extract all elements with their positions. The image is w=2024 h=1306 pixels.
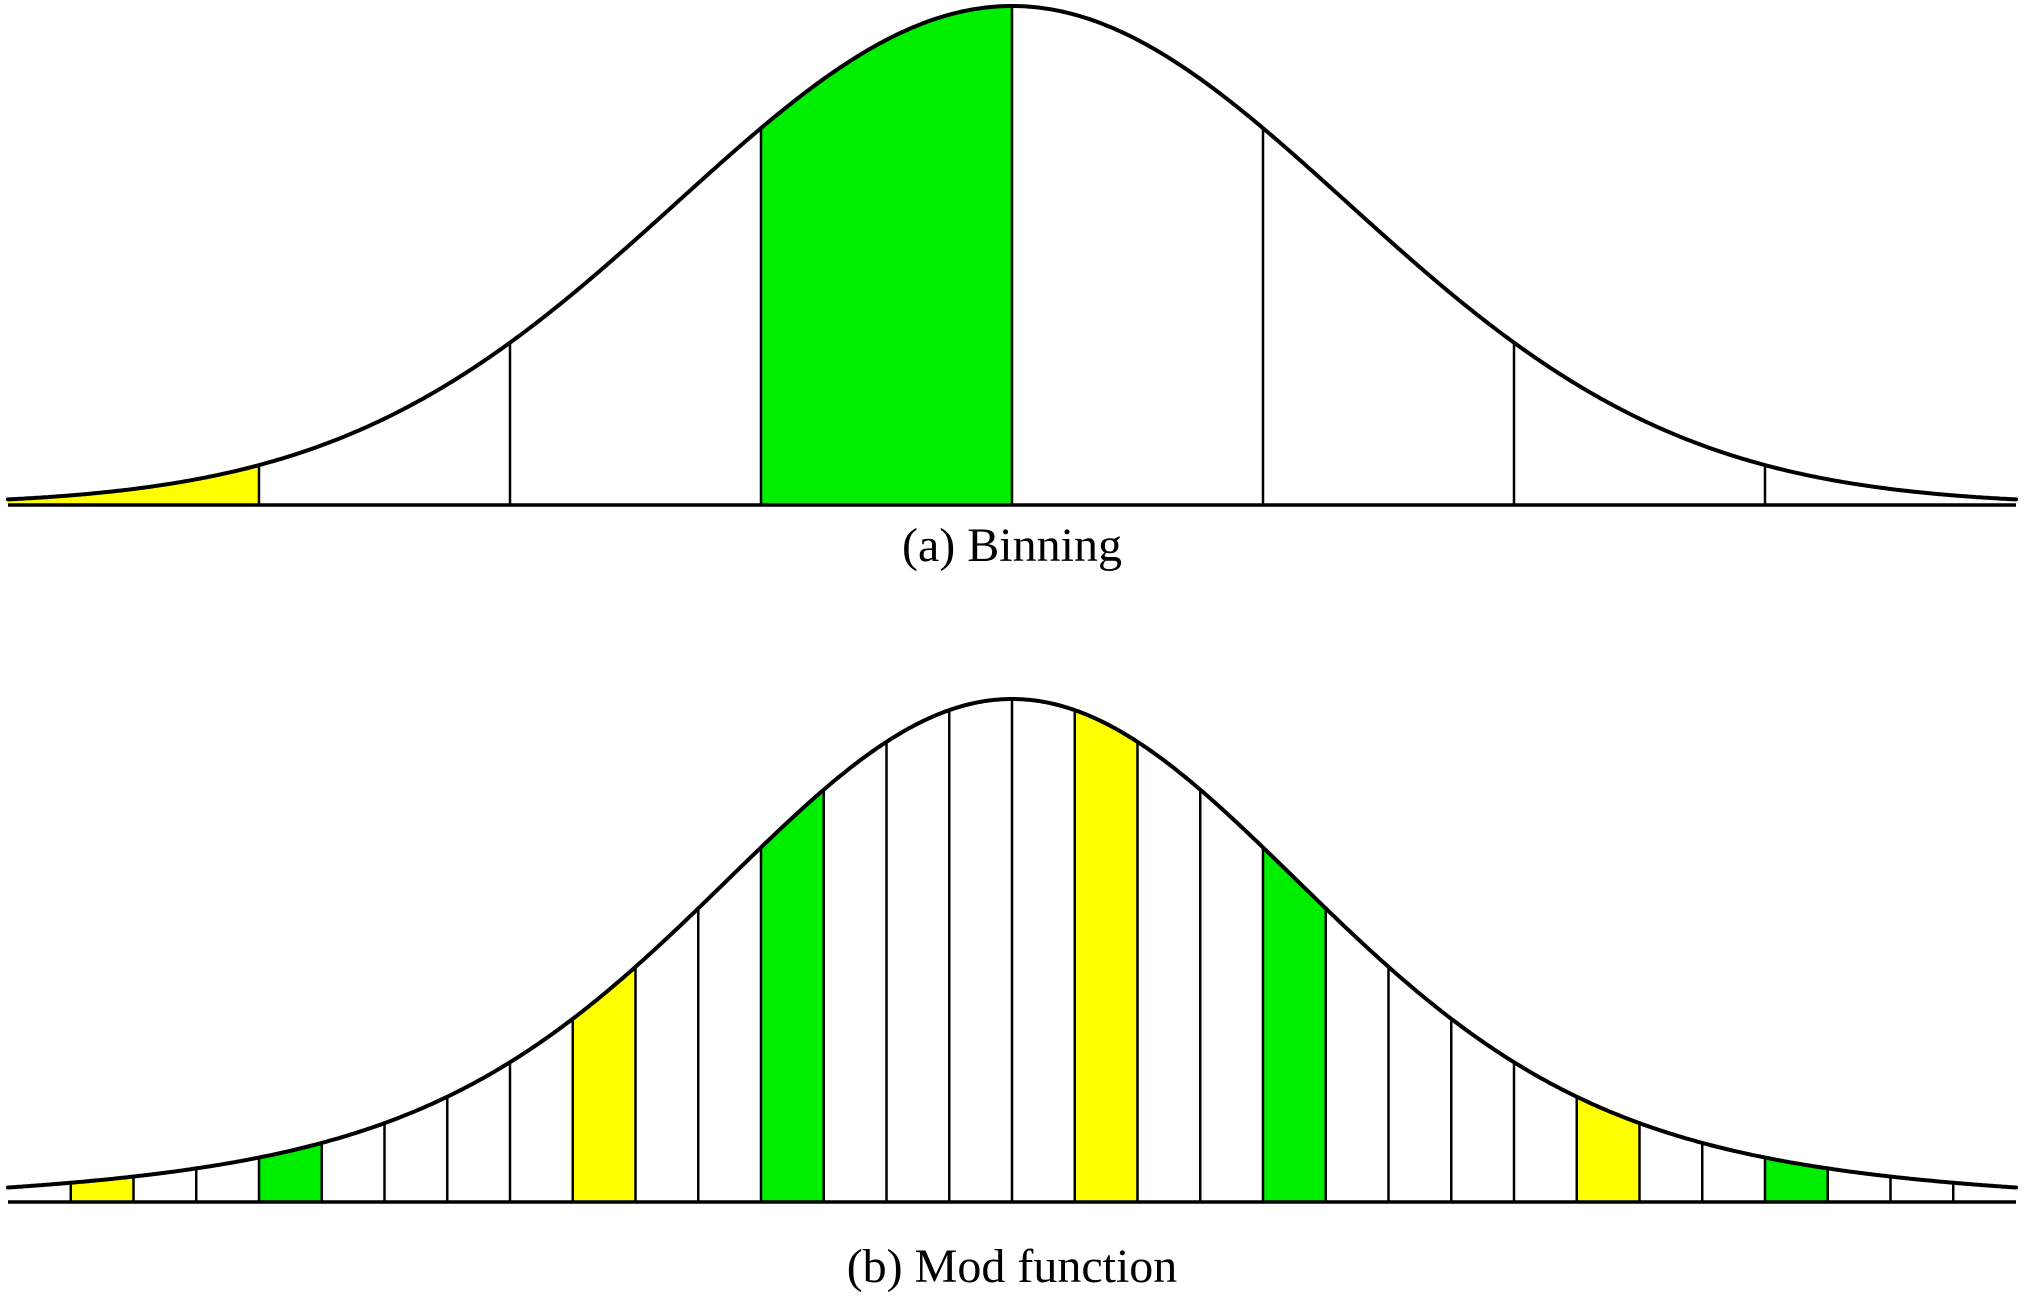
caption-binning: (a) Binning <box>902 519 1122 572</box>
distribution-curve <box>6 697 2018 1190</box>
yellow-strip-9 <box>572 966 636 1202</box>
mod-function-chart <box>6 697 2018 1204</box>
binning-chart <box>6 4 2018 507</box>
distribution-curve <box>6 4 2018 502</box>
yellow-strip-17 <box>1074 710 1138 1202</box>
green-strip-4 <box>259 1142 322 1202</box>
green-strip-12 <box>761 789 824 1202</box>
caption-mod-function: (b) Mod function <box>846 1240 1178 1293</box>
green-strip-28 <box>1765 1157 1828 1202</box>
green-strip-20 <box>1263 847 1326 1202</box>
yellow-bin-left-tail <box>8 465 259 505</box>
yellow-strip-25 <box>1576 1096 1640 1202</box>
green-bin-center-left <box>761 6 1012 505</box>
